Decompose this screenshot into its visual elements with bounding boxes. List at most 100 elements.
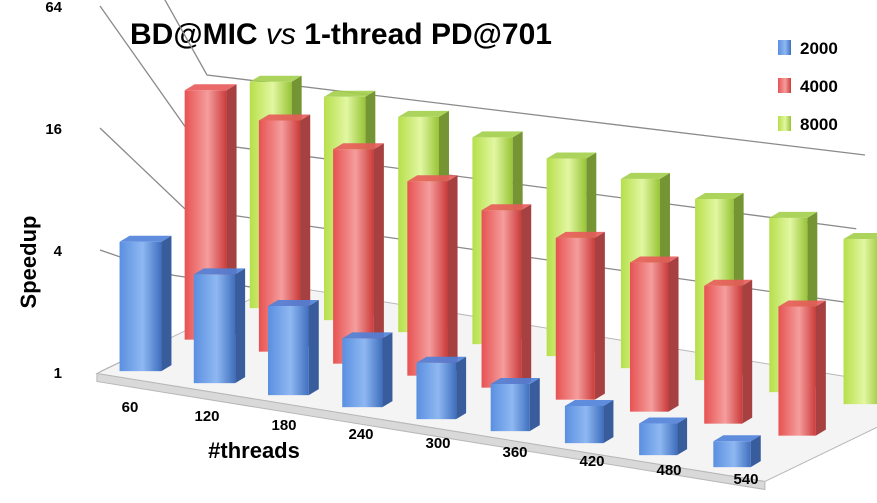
x-tick-label: 420 — [579, 453, 604, 470]
x-tick-label: 540 — [733, 471, 758, 488]
bar-top — [564, 399, 614, 406]
bar-side — [382, 332, 393, 408]
x-tick-label: 240 — [348, 426, 373, 443]
x-axis-label: #threads — [208, 438, 300, 463]
y-axis-label: Speedup — [16, 216, 41, 309]
bar-top — [258, 114, 311, 121]
y-tick-label: 4 — [54, 243, 63, 260]
legend-swatch — [778, 78, 791, 93]
legend-label: 8000 — [800, 115, 838, 134]
bar-top — [620, 172, 670, 179]
bar-front — [407, 181, 448, 376]
bar-front — [416, 362, 457, 420]
x-tick-label: 480 — [656, 462, 681, 479]
legend-item-8000: 8000 — [778, 115, 838, 134]
legend: 2000 4000 8000 — [778, 39, 838, 134]
bar-side — [750, 435, 761, 468]
bar-side — [456, 356, 467, 420]
legend-swatch — [778, 40, 791, 55]
bar-top — [769, 211, 818, 218]
floor-edge — [96, 372, 766, 491]
title-rest: 1-thread PD@701 — [296, 18, 552, 51]
y-tick-label: 64 — [45, 0, 62, 16]
legend-label: 2000 — [800, 39, 838, 58]
legend-swatch — [778, 116, 791, 131]
bar-top — [472, 131, 523, 138]
bar-2000-180 — [268, 300, 319, 396]
bar-top — [555, 231, 605, 238]
x-tick-label: 60 — [122, 399, 139, 416]
bar-side — [677, 417, 688, 456]
bar-front — [639, 423, 678, 456]
bar-top — [342, 332, 393, 339]
bar-front — [555, 237, 595, 400]
bar-side — [603, 399, 614, 444]
bar-top — [407, 175, 458, 182]
y-tick-labels: 141664256 — [45, 0, 63, 382]
bar-2000-120 — [193, 268, 246, 384]
bar-front — [193, 274, 236, 384]
bar-top — [119, 235, 172, 242]
bar-side — [161, 235, 172, 372]
bar-top — [193, 268, 246, 275]
bar-side — [447, 175, 458, 376]
bar-side — [300, 114, 311, 352]
bar-side — [373, 143, 384, 364]
bar-2000-540 — [713, 435, 761, 468]
title-main: BD@MIC — [130, 18, 266, 51]
bar-front — [713, 441, 751, 468]
bar-top — [695, 192, 744, 199]
x-tick-label: 360 — [502, 444, 527, 461]
bar-4000-420 — [629, 256, 679, 412]
y-tick-label: 16 — [45, 121, 62, 138]
bar-front — [268, 306, 309, 396]
bar-2000-480 — [639, 417, 688, 456]
bar-4000-540 — [778, 300, 826, 436]
bar-top — [843, 233, 877, 240]
bar-side — [235, 268, 246, 384]
bar-top — [184, 84, 237, 91]
bar-front — [564, 405, 604, 444]
bar-front — [119, 241, 162, 372]
bar-side — [668, 256, 679, 412]
bar-side — [742, 279, 753, 424]
y-tick-label: 1 — [54, 365, 62, 382]
x-tick-label: 120 — [194, 408, 219, 425]
bar-top — [416, 356, 467, 363]
bar-top — [704, 279, 753, 286]
bar-top — [629, 256, 679, 263]
bar-front — [333, 149, 374, 364]
bar-top — [490, 377, 540, 384]
x-tick-label: 180 — [271, 417, 296, 434]
bar-top — [323, 90, 376, 97]
bar-top — [268, 300, 319, 307]
bar-top — [778, 300, 826, 307]
bar-2000-300 — [416, 356, 467, 420]
legend-label: 4000 — [800, 77, 838, 96]
bar-front — [629, 262, 669, 412]
bar-4000-480 — [704, 279, 753, 424]
bar-front — [843, 239, 877, 405]
bar-top — [639, 417, 688, 424]
bar-2000-240 — [342, 332, 393, 408]
title-vs: vs — [266, 18, 296, 51]
bar-side — [529, 377, 540, 432]
legend-item-4000: 4000 — [778, 77, 838, 96]
bar-side — [308, 300, 319, 396]
x-tick-label: 300 — [425, 435, 450, 452]
bars — [119, 75, 877, 468]
bar-side — [594, 231, 605, 400]
bar-top — [546, 152, 597, 159]
gridline — [164, 0, 866, 156]
bar-front — [490, 383, 530, 432]
bar-8000-540 — [843, 233, 877, 405]
bar-2000-420 — [564, 399, 614, 444]
x-tick-labels: 60 120 180 240 300 360 420 480 540 — [122, 399, 759, 488]
bar-top — [713, 435, 761, 442]
bar-top — [481, 204, 532, 211]
bar-front — [342, 338, 383, 408]
bar-top — [249, 75, 302, 82]
bar-4000-300 — [481, 204, 532, 388]
bar-front — [778, 306, 816, 436]
